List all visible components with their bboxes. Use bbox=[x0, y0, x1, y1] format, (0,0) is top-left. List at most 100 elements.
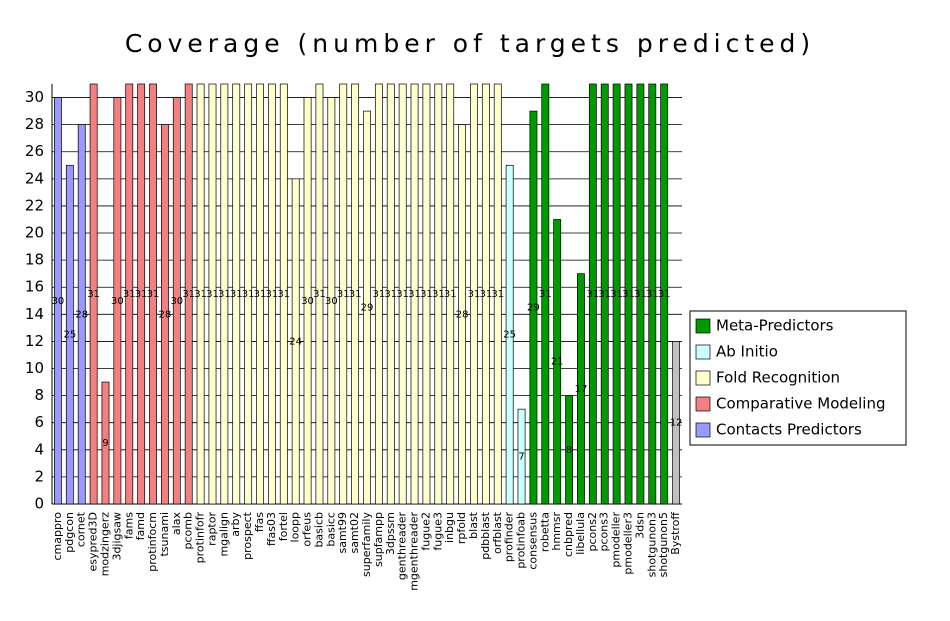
bar bbox=[493, 83, 502, 505]
x-tick-label: loopp bbox=[289, 512, 302, 542]
bar bbox=[577, 273, 585, 505]
x-tick-label: fugue2 bbox=[419, 512, 432, 551]
legend-swatch bbox=[695, 318, 711, 334]
x-tick-label: pdbblast bbox=[479, 511, 492, 559]
data-label: 31 bbox=[622, 289, 635, 300]
x-tick-label: protinfoab bbox=[515, 512, 528, 569]
bar bbox=[612, 83, 621, 505]
y-tick-label: 10 bbox=[25, 359, 44, 377]
x-tick-label: cmappro bbox=[51, 512, 64, 561]
bar bbox=[339, 83, 348, 505]
bar bbox=[481, 83, 490, 505]
y-tick-label: 28 bbox=[25, 115, 44, 133]
x-tick-label: mgalign bbox=[217, 512, 230, 557]
bar bbox=[624, 83, 633, 505]
data-label: 28 bbox=[75, 309, 88, 320]
bar bbox=[291, 178, 300, 505]
legend-label: Contacts Predictors bbox=[716, 421, 862, 439]
bar bbox=[541, 83, 550, 505]
data-label: 30 bbox=[325, 296, 338, 307]
x-tick-label: fortel bbox=[277, 512, 290, 541]
bar bbox=[113, 97, 122, 505]
x-tick-label: pcons3 bbox=[598, 512, 611, 551]
data-label: 31 bbox=[634, 289, 647, 300]
x-tick-label: hmmsr bbox=[550, 512, 563, 551]
y-tick-label: 6 bbox=[34, 413, 44, 431]
x-tick-label: basicc bbox=[324, 512, 337, 547]
bar bbox=[303, 97, 312, 505]
y-tick-label: 26 bbox=[25, 142, 44, 160]
x-tick-label: protinfocm bbox=[146, 512, 159, 572]
data-label: 31 bbox=[266, 289, 279, 300]
data-label: 31 bbox=[218, 289, 231, 300]
bar bbox=[374, 83, 383, 505]
x-tick-label: modzingerz bbox=[98, 512, 111, 577]
bar bbox=[327, 97, 336, 505]
x-tick-label: orfeus bbox=[301, 512, 314, 547]
data-label: 31 bbox=[337, 289, 350, 300]
data-label: 31 bbox=[254, 289, 267, 300]
x-tick-label: robetta bbox=[538, 512, 551, 552]
bar bbox=[660, 83, 669, 505]
data-label: 7 bbox=[518, 452, 524, 463]
bar bbox=[398, 83, 407, 505]
x-tick-label: shotgunon5 bbox=[657, 512, 670, 577]
bar bbox=[434, 83, 443, 505]
bar bbox=[232, 83, 241, 505]
x-tick-label: pdgcon bbox=[63, 512, 76, 553]
data-label: 31 bbox=[420, 289, 433, 300]
bar bbox=[422, 83, 431, 505]
data-label: 21 bbox=[551, 357, 564, 368]
data-label: 30 bbox=[111, 296, 124, 307]
legend-swatch bbox=[695, 344, 711, 360]
data-label: 28 bbox=[456, 309, 469, 320]
data-label: 31 bbox=[491, 289, 504, 300]
y-tick-label: 18 bbox=[25, 251, 44, 269]
legend-label: Meta-Predictors bbox=[716, 317, 834, 335]
bar bbox=[588, 83, 597, 505]
data-label: 31 bbox=[206, 289, 219, 300]
bar bbox=[386, 83, 395, 505]
x-tick-label: fugue3 bbox=[431, 512, 444, 551]
x-tick-label: genthreader bbox=[396, 512, 409, 581]
data-label: 31 bbox=[598, 289, 611, 300]
data-label: 29 bbox=[361, 303, 374, 314]
bar bbox=[101, 381, 110, 505]
y-tick-label: 4 bbox=[34, 440, 44, 458]
data-label: 8 bbox=[566, 445, 572, 456]
bar bbox=[446, 83, 455, 505]
x-tick-label: basicb bbox=[312, 512, 325, 548]
y-tick-label: 2 bbox=[34, 467, 44, 485]
bar bbox=[184, 83, 193, 505]
x-tick-label: mgenthreader bbox=[408, 512, 421, 591]
x-tick-label: esypred3D bbox=[87, 512, 100, 572]
data-label: 9 bbox=[102, 438, 108, 449]
bar bbox=[315, 83, 324, 505]
y-tick-label: 8 bbox=[34, 386, 44, 404]
bar bbox=[267, 83, 276, 505]
x-tick-label: pcomb bbox=[182, 512, 195, 549]
x-tick-label: blast bbox=[467, 511, 480, 539]
x-tick-label: pcons2 bbox=[586, 512, 599, 551]
bar bbox=[565, 395, 573, 505]
bar bbox=[89, 83, 98, 505]
data-label: 31 bbox=[646, 289, 659, 300]
data-label: 31 bbox=[408, 289, 421, 300]
bar bbox=[279, 83, 288, 505]
bar bbox=[125, 83, 134, 505]
data-label: 29 bbox=[527, 303, 540, 314]
bar bbox=[54, 97, 62, 505]
x-tick-label: 3dpssm bbox=[384, 512, 397, 555]
y-tick-label: 16 bbox=[25, 278, 44, 296]
y-tick-label: 22 bbox=[25, 196, 44, 214]
legend-swatch bbox=[695, 422, 711, 438]
y-tick-label: 20 bbox=[25, 224, 44, 242]
bar bbox=[600, 83, 609, 505]
x-tick-label: samt99 bbox=[336, 512, 349, 554]
data-label: 12 bbox=[670, 418, 683, 429]
bar bbox=[517, 408, 526, 505]
bar bbox=[137, 83, 146, 505]
x-tick-label: orfblast bbox=[491, 511, 504, 554]
x-tick-label: rpfold bbox=[455, 512, 468, 544]
chart-title: Coverage (number of targets predicted) bbox=[125, 29, 815, 58]
